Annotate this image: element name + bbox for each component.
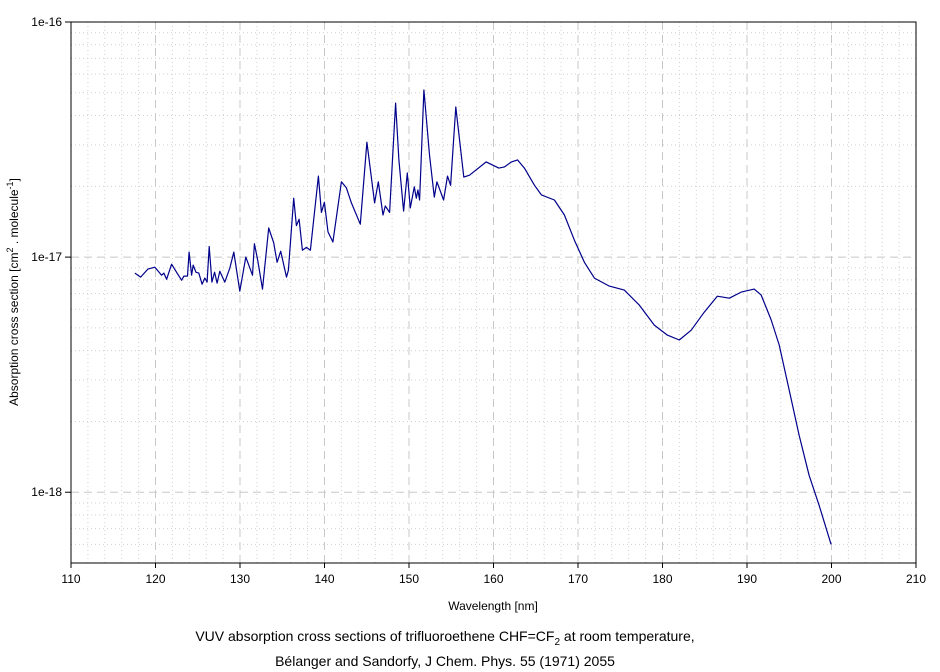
x-tick-label: 150: [399, 572, 419, 586]
ticks: [65, 21, 917, 568]
x-tick-label: 140: [314, 572, 334, 586]
y-tick-label: 1e-17: [31, 250, 62, 264]
y-tick-labels: 1e-16 1e-17 1e-18: [31, 15, 62, 499]
y-tick-label: 1e-16: [31, 15, 62, 29]
x-tick-labels: 110 120 130 140 150 160 170 180 190 200 210: [61, 572, 926, 586]
y-tick-label: 1e-18: [31, 485, 62, 499]
x-tick-label: 170: [568, 572, 588, 586]
x-tick-label: 110: [61, 572, 80, 586]
grid: [71, 22, 916, 564]
series-group: [134, 89, 832, 545]
caption-line-2: Bélanger and Sandorfy, J Chem. Phys. 55 …: [275, 653, 615, 669]
x-tick-label: 130: [230, 572, 250, 586]
series-line: [134, 89, 832, 545]
x-tick-label: 210: [906, 572, 926, 586]
x-tick-label: 120: [145, 572, 165, 586]
x-axis-label: Wavelength [nm]: [448, 599, 538, 613]
caption-line-1: VUV absorption cross sections of trifluo…: [195, 628, 695, 648]
x-tick-label: 160: [483, 572, 503, 586]
x-tick-label: 190: [737, 572, 757, 586]
x-tick-label: 200: [821, 572, 841, 586]
y-axis-label: Absorption cross section [cm2 . molecule…: [5, 178, 21, 406]
x-tick-label: 180: [652, 572, 672, 586]
